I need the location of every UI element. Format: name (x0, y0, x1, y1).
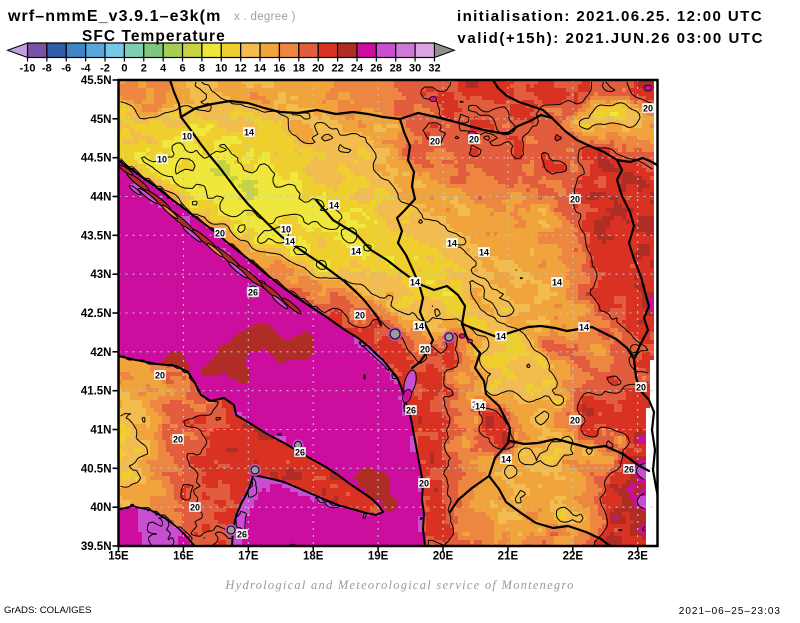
svg-text:20E: 20E (433, 551, 454, 563)
svg-text:-4: -4 (81, 63, 92, 75)
svg-text:14: 14 (410, 278, 420, 288)
svg-text:45N: 45N (90, 114, 111, 126)
svg-text:SFC Temperature: SFC Temperature (82, 28, 226, 45)
svg-text:20: 20 (190, 503, 200, 513)
svg-text:26: 26 (295, 448, 305, 458)
svg-text:14: 14 (496, 332, 506, 342)
svg-text:14: 14 (475, 402, 485, 412)
svg-text:12: 12 (235, 63, 247, 75)
svg-text:39.5N: 39.5N (81, 541, 112, 553)
svg-text:20: 20 (155, 371, 165, 381)
svg-text:20: 20 (420, 345, 430, 355)
svg-text:41N: 41N (90, 425, 111, 437)
svg-text:15E: 15E (108, 551, 129, 563)
svg-text:42N: 42N (90, 347, 111, 359)
svg-text:14: 14 (579, 323, 589, 333)
svg-text:45.5N: 45.5N (81, 75, 112, 87)
svg-text:43N: 43N (90, 269, 111, 281)
svg-text:18: 18 (293, 63, 305, 75)
svg-text:16: 16 (273, 63, 285, 75)
svg-text:44N: 44N (90, 192, 111, 204)
svg-text:wrf–nmmE_v3.9.1–e3k(m: wrf–nmmE_v3.9.1–e3k(m (7, 8, 221, 25)
svg-text:20: 20 (570, 416, 580, 426)
svg-text:14: 14 (447, 239, 457, 249)
svg-text:10: 10 (182, 132, 192, 142)
svg-text:26: 26 (237, 530, 247, 540)
svg-text:10: 10 (215, 63, 227, 75)
svg-text:23E: 23E (627, 551, 648, 563)
svg-text:14: 14 (351, 247, 361, 257)
svg-text:26: 26 (248, 288, 258, 298)
svg-text:21E: 21E (498, 551, 519, 563)
svg-text:26: 26 (370, 63, 382, 75)
svg-text:Hydrological and Meteorologica: Hydrological and Meteorological service … (224, 578, 574, 592)
svg-text:14: 14 (285, 237, 295, 247)
svg-text:26: 26 (406, 406, 416, 416)
svg-text:14: 14 (244, 128, 254, 138)
svg-text:42.5N: 42.5N (81, 308, 112, 320)
svg-text:14: 14 (254, 63, 267, 75)
svg-text:14: 14 (329, 201, 339, 211)
svg-text:10: 10 (281, 225, 291, 235)
svg-text:32: 32 (428, 63, 440, 75)
svg-text:20: 20 (570, 195, 580, 205)
svg-text:14: 14 (414, 322, 424, 332)
svg-text:10: 10 (157, 155, 167, 165)
svg-text:26: 26 (624, 465, 634, 475)
svg-text:initialisation: 2021.06.25. 12: initialisation: 2021.06.25. 12:00 UTC (457, 8, 763, 25)
svg-text:20: 20 (430, 137, 440, 147)
svg-text:4: 4 (160, 63, 167, 75)
svg-text:20: 20 (312, 63, 324, 75)
svg-text:43.5N: 43.5N (81, 230, 112, 242)
svg-text:41.5N: 41.5N (81, 386, 112, 398)
svg-text:40N: 40N (90, 502, 111, 514)
svg-text:18E: 18E (303, 551, 324, 563)
svg-text:0: 0 (121, 63, 127, 75)
svg-text:22E: 22E (563, 551, 584, 563)
svg-text:30: 30 (409, 63, 421, 75)
svg-text:-6: -6 (61, 63, 71, 75)
svg-text:44.5N: 44.5N (81, 153, 112, 165)
svg-text:valid(+15h): 2021.JUN.26 03:00: valid(+15h): 2021.JUN.26 03:00 UTC (457, 30, 764, 47)
svg-text:24: 24 (351, 63, 364, 75)
svg-text:28: 28 (390, 63, 402, 75)
svg-text:20: 20 (469, 135, 479, 145)
svg-text:2: 2 (141, 63, 147, 75)
svg-text:20: 20 (215, 229, 225, 239)
svg-text:20: 20 (636, 383, 646, 393)
svg-text:8: 8 (199, 63, 205, 75)
svg-text:6: 6 (179, 63, 185, 75)
svg-text:40.5N: 40.5N (81, 463, 112, 475)
svg-text:17E: 17E (238, 551, 259, 563)
svg-text:20: 20 (643, 104, 653, 114)
svg-text:x . degree ): x . degree ) (234, 11, 296, 23)
svg-text:22: 22 (331, 63, 343, 75)
svg-text:2021–06–25–23:03: 2021–06–25–23:03 (679, 606, 781, 617)
svg-text:16E: 16E (173, 551, 194, 563)
svg-text:20: 20 (173, 435, 183, 445)
svg-text:-10: -10 (20, 63, 36, 75)
svg-text:14: 14 (501, 455, 511, 465)
svg-text:19E: 19E (368, 551, 389, 563)
svg-text:GrADS: COLA/IGES: GrADS: COLA/IGES (4, 605, 91, 616)
svg-text:-2: -2 (100, 63, 110, 75)
svg-text:-8: -8 (42, 63, 52, 75)
svg-text:14: 14 (479, 248, 489, 258)
svg-text:20: 20 (419, 479, 429, 489)
svg-text:14: 14 (552, 278, 562, 288)
svg-text:20: 20 (355, 311, 365, 321)
